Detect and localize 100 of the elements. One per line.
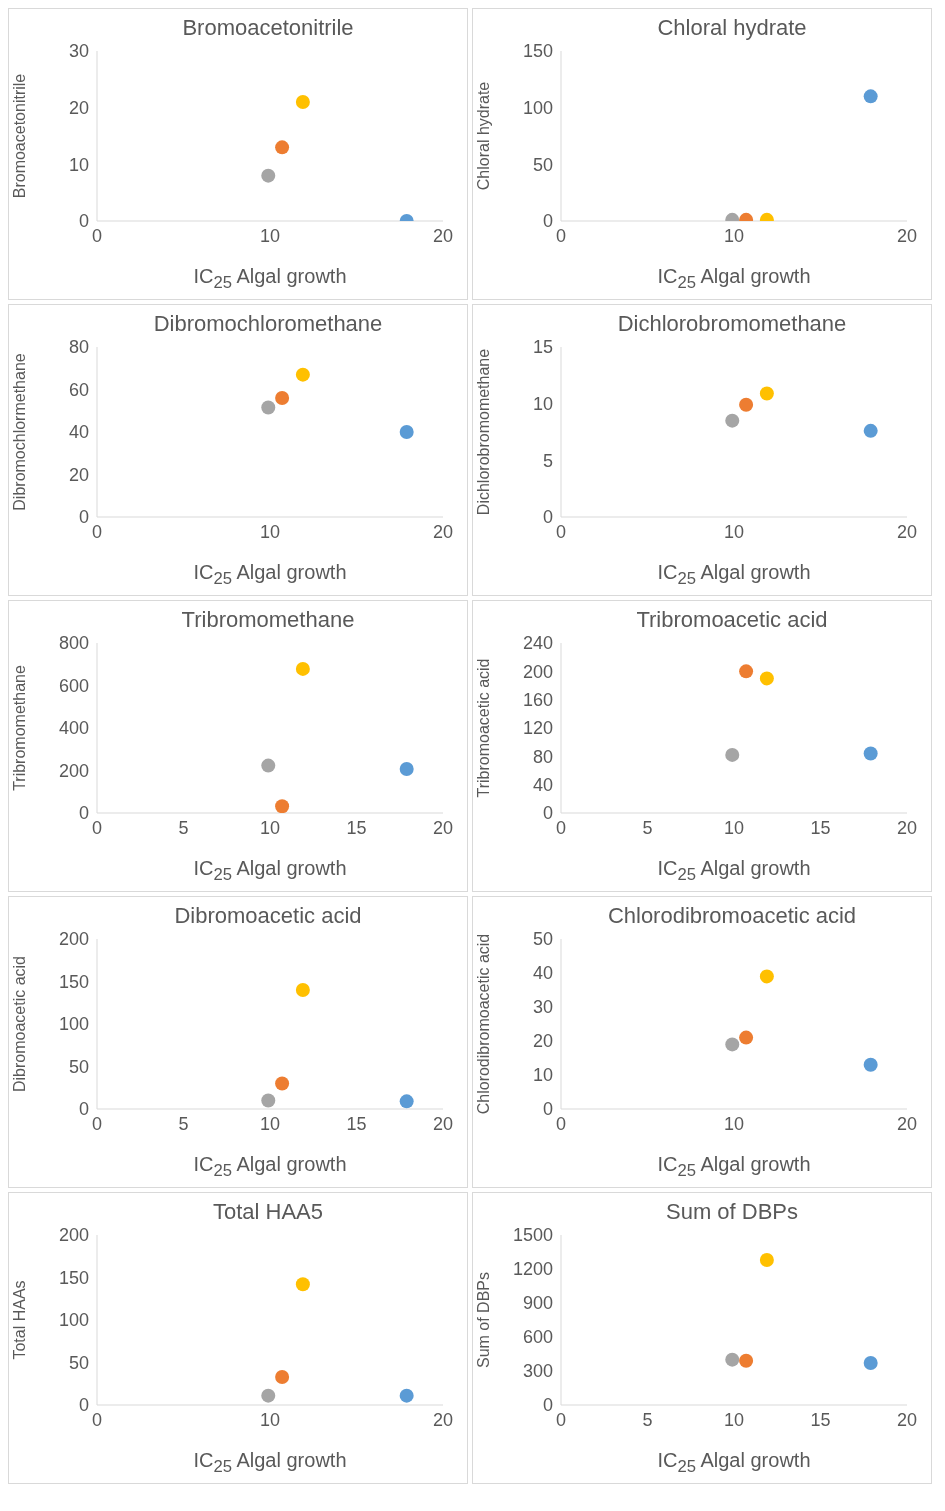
y-tick-label: 10 [532,394,553,415]
y-tick-label: 300 [522,1361,553,1382]
point [275,140,290,155]
point [399,425,414,439]
x-tick-label: 20 [432,1409,454,1430]
chart-title: Dichlorobromomethane [616,311,848,337]
x-tick-label: 10 [259,521,281,542]
point [863,1057,878,1072]
point [295,661,310,676]
x-tick-label: 0 [91,1113,103,1134]
y-tick-label: 50 [68,1352,89,1373]
y-tick-label: 80 [68,337,89,358]
y-tick-label: 20 [532,1031,553,1052]
y-axis-title: Dibromoacetic acid [10,955,28,1093]
y-tick-label: 30 [68,41,89,62]
y-axis-title: Bromoacetonitrile [10,73,28,199]
y-tick-label: 0 [542,803,553,824]
y-tick-label: 150 [58,1267,89,1288]
x-axis-title: IC$_{25}$ Algal growth [192,265,348,293]
y-axis-title: Tribromoacetic acid [474,658,492,798]
chart-title: Bromoacetonitrile [181,15,355,41]
point [261,758,276,773]
x-tick-label: 0 [555,225,567,246]
y-tick-label: 10 [68,154,89,175]
x-tick-label: 15 [810,817,831,838]
point [725,747,740,762]
y-tick-label: 0 [78,803,89,824]
y-tick-label: 1200 [512,1259,553,1280]
x-axis-title: IC$_{25}$ Algal growth [192,561,348,589]
point [759,671,774,686]
x-tick-label: 5 [642,1409,653,1430]
x-tick-label: 5 [642,817,653,838]
x-tick-label: 10 [259,1409,281,1430]
point [399,1094,414,1109]
y-tick-label: 0 [78,1395,89,1416]
y-tick-label: 40 [532,963,553,984]
point [739,1353,754,1368]
point [295,367,310,382]
y-tick-label: 200 [58,929,89,950]
y-tick-label: 900 [522,1293,553,1314]
x-tick-label: 10 [259,1113,281,1134]
point [863,423,878,438]
y-tick-label: 200 [58,760,89,781]
y-tick-label: 0 [78,1099,89,1120]
chart-title: Chlorodibromoacetic acid [606,903,858,929]
y-axis-title: Dichlorobromomethane [474,348,492,516]
chart-title: Dibromoacetic acid [173,903,363,929]
point [399,762,414,777]
point [399,1388,414,1403]
point [863,1356,878,1371]
x-tick-label: 10 [259,817,281,838]
x-axis-title: IC$_{25}$ Algal growth [656,1449,812,1477]
point [739,397,754,412]
point [295,1277,310,1292]
y-tick-label: 60 [68,379,89,400]
point [295,983,310,997]
x-axis-title: IC$_{25}$ Algal growth [192,1449,348,1477]
x-tick-label: 20 [896,1113,918,1134]
x-tick-label: 0 [555,1409,567,1430]
y-tick-label: 100 [58,1310,89,1331]
point [295,95,310,109]
y-tick-label: 0 [542,507,553,528]
x-tick-label: 20 [896,225,918,246]
x-tick-label: 15 [346,817,367,838]
y-tick-label: 0 [542,1099,553,1120]
x-tick-label: 10 [723,1113,745,1134]
y-tick-label: 150 [58,971,89,992]
y-tick-label: 0 [78,211,89,232]
point [739,1030,754,1045]
x-axis-title: IC$_{25}$ Algal growth [656,265,812,293]
y-tick-label: 20 [68,464,89,485]
point [759,386,774,401]
x-tick-label: 10 [723,521,745,542]
x-axis-title: IC$_{25}$ Algal growth [192,857,348,885]
point [739,664,754,679]
y-axis-title: Total HAAs [10,1280,28,1360]
y-tick-label: 0 [78,507,89,528]
x-tick-label: 10 [259,225,281,246]
point [261,400,276,415]
y-tick-label: 40 [532,775,553,796]
y-tick-label: 50 [68,1056,89,1077]
x-tick-label: 0 [555,1113,567,1134]
x-tick-label: 0 [91,817,103,838]
x-tick-label: 20 [896,521,918,542]
chart-title: Tribromoacetic acid [635,607,829,633]
y-tick-label: 600 [522,1327,553,1348]
point [275,1076,290,1091]
point [863,746,878,761]
y-axis-title: Sum of DBPs [474,1271,492,1369]
point [261,1388,276,1403]
y-tick-label: 40 [68,422,89,443]
x-tick-label: 0 [555,521,567,542]
y-tick-label: 0 [542,211,553,232]
x-tick-label: 20 [896,1409,918,1430]
y-tick-label: 1500 [512,1225,553,1246]
y-tick-label: 800 [58,633,89,654]
x-tick-label: 0 [555,817,567,838]
y-tick-label: 200 [522,661,553,682]
chart-title: Total HAA5 [211,1199,325,1225]
y-tick-label: 10 [532,1065,553,1086]
